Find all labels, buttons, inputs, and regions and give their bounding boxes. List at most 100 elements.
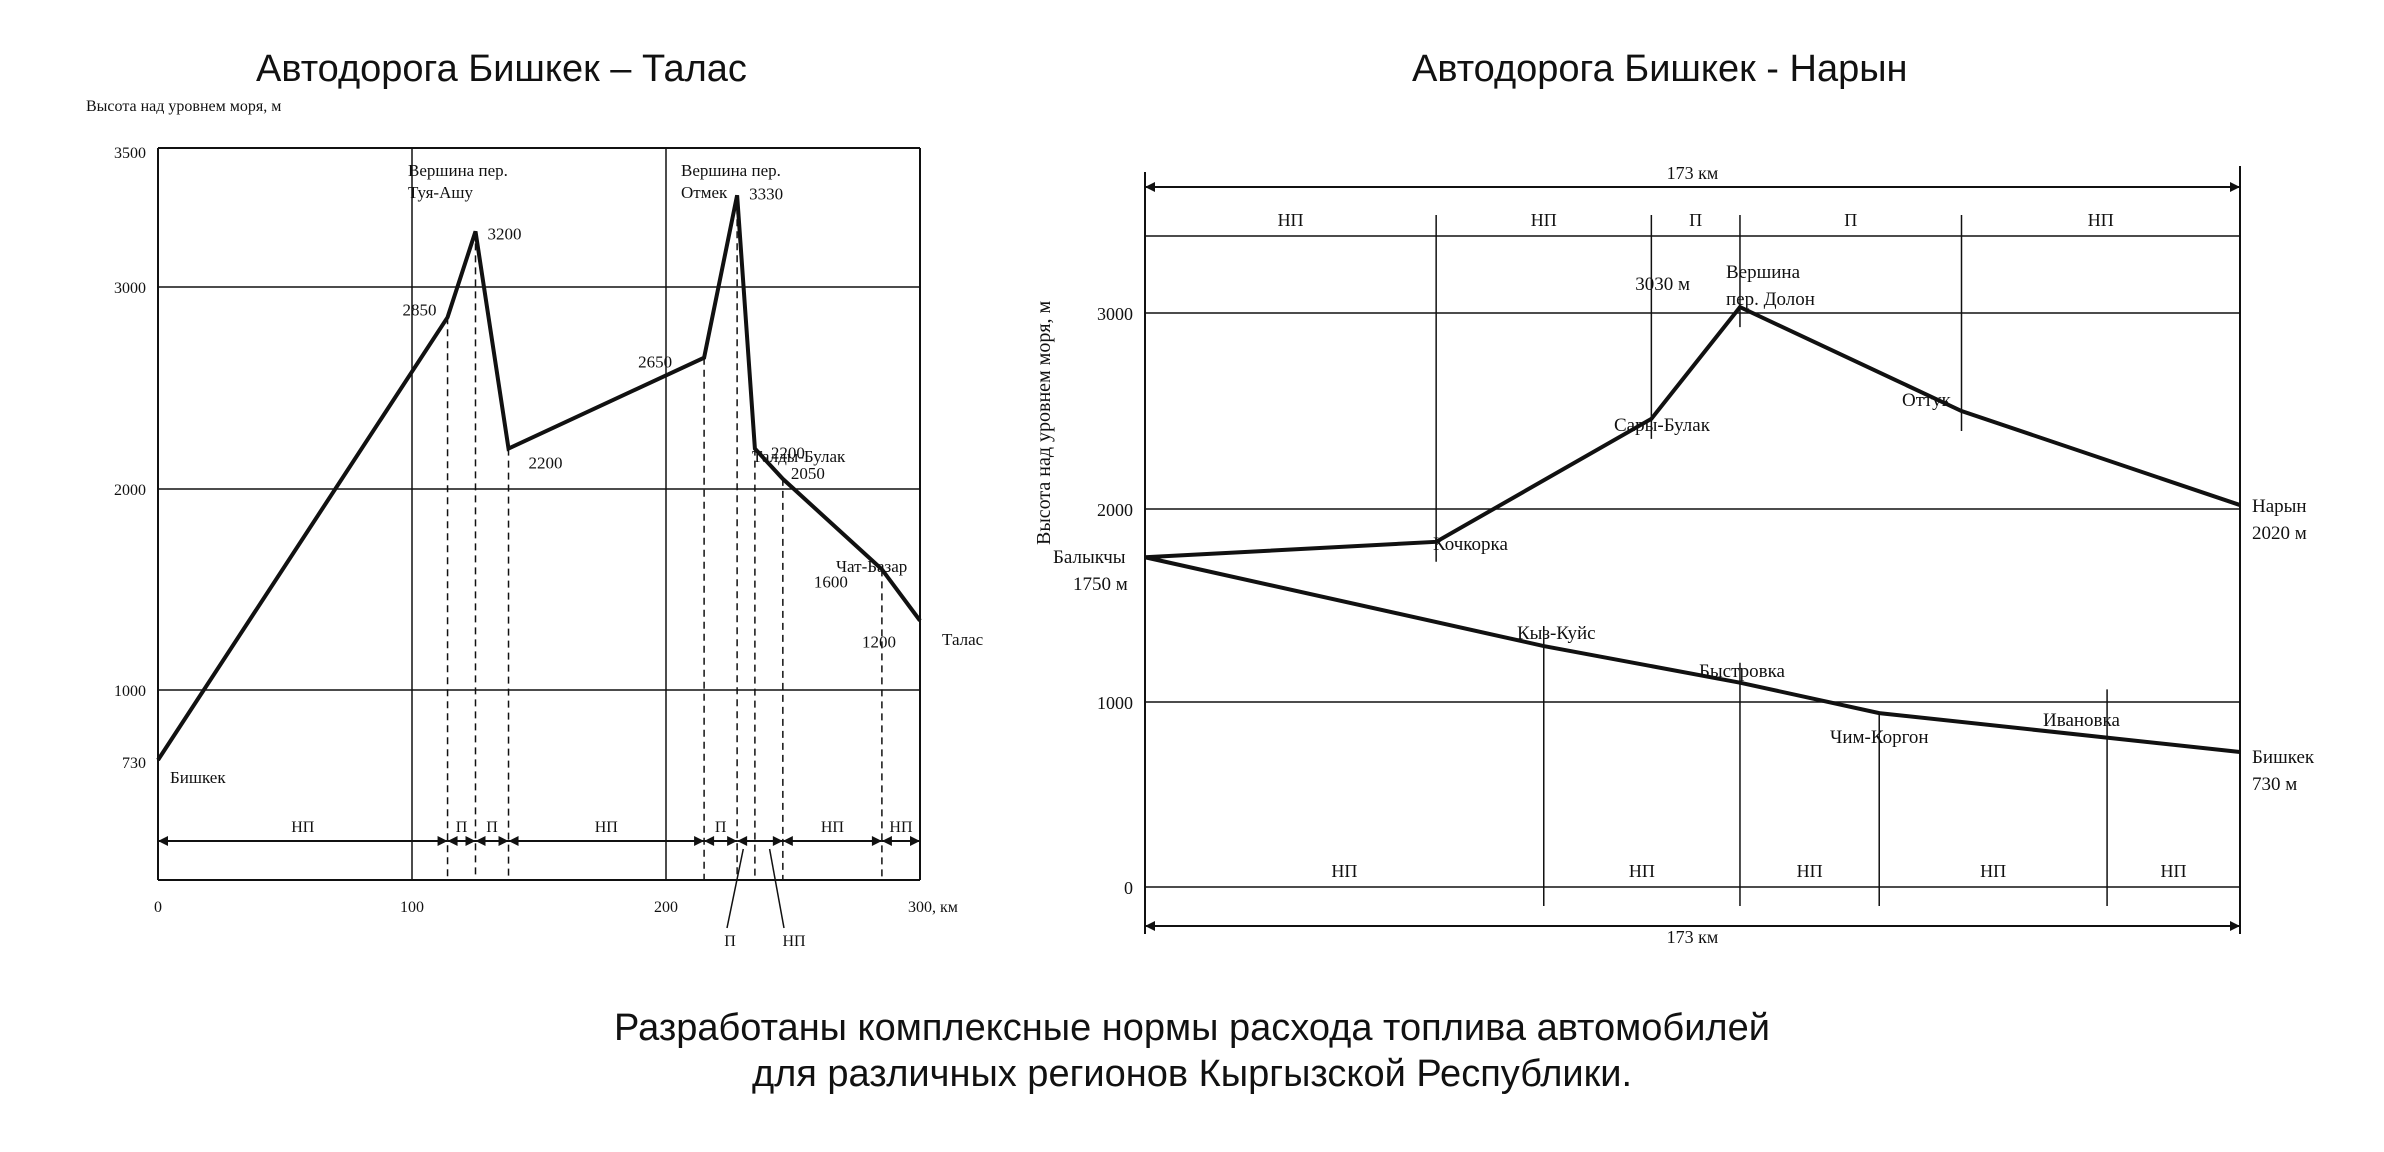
t-ytick-label: 3500: [114, 145, 146, 162]
n-place-label: 730 м: [2252, 774, 2297, 795]
n-place-label: Сары-Булак: [1614, 415, 1711, 436]
n-place-label: 1750 м: [1073, 574, 1128, 595]
n-lower-segment-label: НП: [1797, 861, 1823, 881]
t-segment-arrow-arrow-right: [910, 836, 920, 846]
t-value-label: 2850: [403, 300, 437, 319]
t-segment-arrow-arrow-right: [437, 836, 448, 846]
t-value-label: 2200: [771, 444, 805, 463]
n-profile-line-lower: [1144, 555, 2241, 754]
t-ytick-label: 730: [122, 755, 146, 772]
t-place-label: Талды-Булак: [752, 447, 846, 466]
t-pointer-line: [768, 848, 785, 929]
n-upper-segment-label: НП: [1531, 210, 1557, 230]
chart-title-bishkek-naryn: Автодорога Бишкек - Нарын: [1412, 48, 1908, 90]
t-segment-arrow-arrow-left: [782, 836, 793, 846]
n-place-label: Чим-Коргон: [1830, 727, 1929, 748]
t-ytick-label: 1000: [114, 683, 146, 700]
t-value-label: 1600: [814, 572, 848, 591]
t-pointer-line: [726, 848, 745, 929]
n-place-label: Бишкек: [2252, 747, 2315, 768]
n-distance-arrow-top-arrow-left: [1145, 182, 1155, 192]
n-ytick-label: 1000: [1097, 693, 1133, 713]
t-segment-arrow-arrow-right: [727, 836, 738, 846]
t-segment-arrow-arrow-right: [871, 836, 882, 846]
t-pointer-label: НП: [782, 933, 806, 950]
n-upper-segment-label: НП: [1278, 210, 1304, 230]
t-xtick-label: 0: [154, 899, 162, 916]
n-place-label: пер. Долон: [1726, 289, 1815, 310]
t-segment-label: П: [456, 819, 468, 836]
t-segment-arrow-arrow-left: [704, 836, 715, 846]
n-place-label: Кыз-Куйс: [1517, 623, 1596, 644]
t-value-label: 3200: [488, 224, 522, 243]
t-ylabel: Высота над уровнем моря, м: [86, 98, 281, 115]
n-place-label: Вершина: [1726, 262, 1801, 283]
n-place-label: 2020 м: [2252, 523, 2307, 544]
n-place-label: Кочкорка: [1433, 534, 1509, 555]
t-profile-line: [156, 194, 922, 762]
n-ytick-label: 3000: [1097, 304, 1133, 324]
n-ytick-label: 0: [1124, 878, 1133, 898]
t-annotation: Туя-Ашу: [408, 183, 473, 202]
n-place-label: Оттук: [1902, 390, 1952, 411]
t-annotation: Вершина пер.: [408, 161, 508, 180]
n-ytick-label: 2000: [1097, 500, 1133, 520]
t-segment-arrow-arrow-right: [465, 836, 476, 846]
n-lower-segment-label: НП: [1629, 861, 1655, 881]
n-upper-segment-label: П: [1689, 210, 1702, 230]
t-value-label: 2200: [529, 454, 563, 473]
t-segment-arrow-arrow-right: [498, 836, 509, 846]
t-place-label: Бишкек: [170, 768, 226, 787]
t-place-label: Чат-Базар: [836, 557, 907, 576]
t-value-label: 1200: [862, 633, 896, 652]
t-segment-label: НП: [291, 819, 315, 836]
t-segment-arrow-arrow-left: [508, 836, 519, 846]
n-profile-line-upper: [1144, 304, 2241, 560]
t-segment-label: П: [486, 819, 498, 836]
n-place-label: Нарын: [2252, 496, 2307, 517]
t-value-label: 3330: [749, 184, 783, 203]
t-segment-arrow-arrow-right: [772, 836, 783, 846]
n-place-label: Быстровка: [1699, 661, 1786, 682]
chart-title-bishkek-talas: Автодорога Бишкек – Талас: [256, 48, 747, 90]
t-segment-label: НП: [595, 819, 619, 836]
t-value-label: 2650: [638, 353, 672, 372]
n-distance-label: 173 км: [1667, 163, 1719, 183]
n-distance-label: 173 км: [1667, 927, 1719, 947]
n-lower-segment-label: НП: [2161, 861, 2187, 881]
n-ylabel: Высота над уровнем моря, м: [1033, 300, 1055, 545]
n-upper-segment-label: П: [1844, 210, 1857, 230]
t-annotation: Вершина пер.: [681, 161, 781, 180]
t-pointer-label: П: [724, 933, 736, 950]
n-distance-arrow-bottom-arrow-left: [1145, 921, 1155, 931]
t-segment-arrow-arrow-left: [881, 836, 892, 846]
t-segment-arrow-arrow-left: [447, 836, 458, 846]
n-place-label: Балыкчы: [1053, 547, 1126, 568]
caption-line-1: Разработаны комплексные нормы расхода то…: [614, 1007, 1770, 1049]
t-segment-label: НП: [821, 819, 845, 836]
caption-line-2: для различных регионов Кыргызской Респуб…: [751, 1053, 1633, 1095]
t-ytick-label: 2000: [114, 482, 146, 499]
t-segment-arrow-arrow-left: [158, 836, 168, 846]
t-annotation: Отмек: [681, 183, 728, 202]
t-value-label: 2050: [791, 464, 825, 483]
caption: Разработаны комплексные нормы расхода то…: [0, 1005, 2384, 1097]
n-lower-segment-label: НП: [1980, 861, 2006, 881]
n-lower-segment-label: НП: [1331, 861, 1357, 881]
t-segment-arrow-arrow-left: [737, 836, 748, 846]
t-xtick-label: 200: [654, 899, 678, 916]
n-upper-segment-label: НП: [2088, 210, 2114, 230]
t-place-label: Талас: [942, 630, 984, 649]
n-place-label: 3030 м: [1635, 274, 1690, 295]
t-ytick-label: 3000: [114, 280, 146, 297]
t-segment-label: НП: [889, 819, 913, 836]
n-place-label: Ивановка: [2043, 710, 2120, 731]
t-segment-label: П: [715, 819, 727, 836]
n-distance-arrow-bottom-arrow-right: [2230, 921, 2240, 931]
t-segment-arrow-arrow-right: [694, 836, 705, 846]
t-xtick-label: 100: [400, 899, 424, 916]
t-segment-arrow-arrow-left: [475, 836, 486, 846]
n-distance-arrow-top-arrow-right: [2230, 182, 2240, 192]
